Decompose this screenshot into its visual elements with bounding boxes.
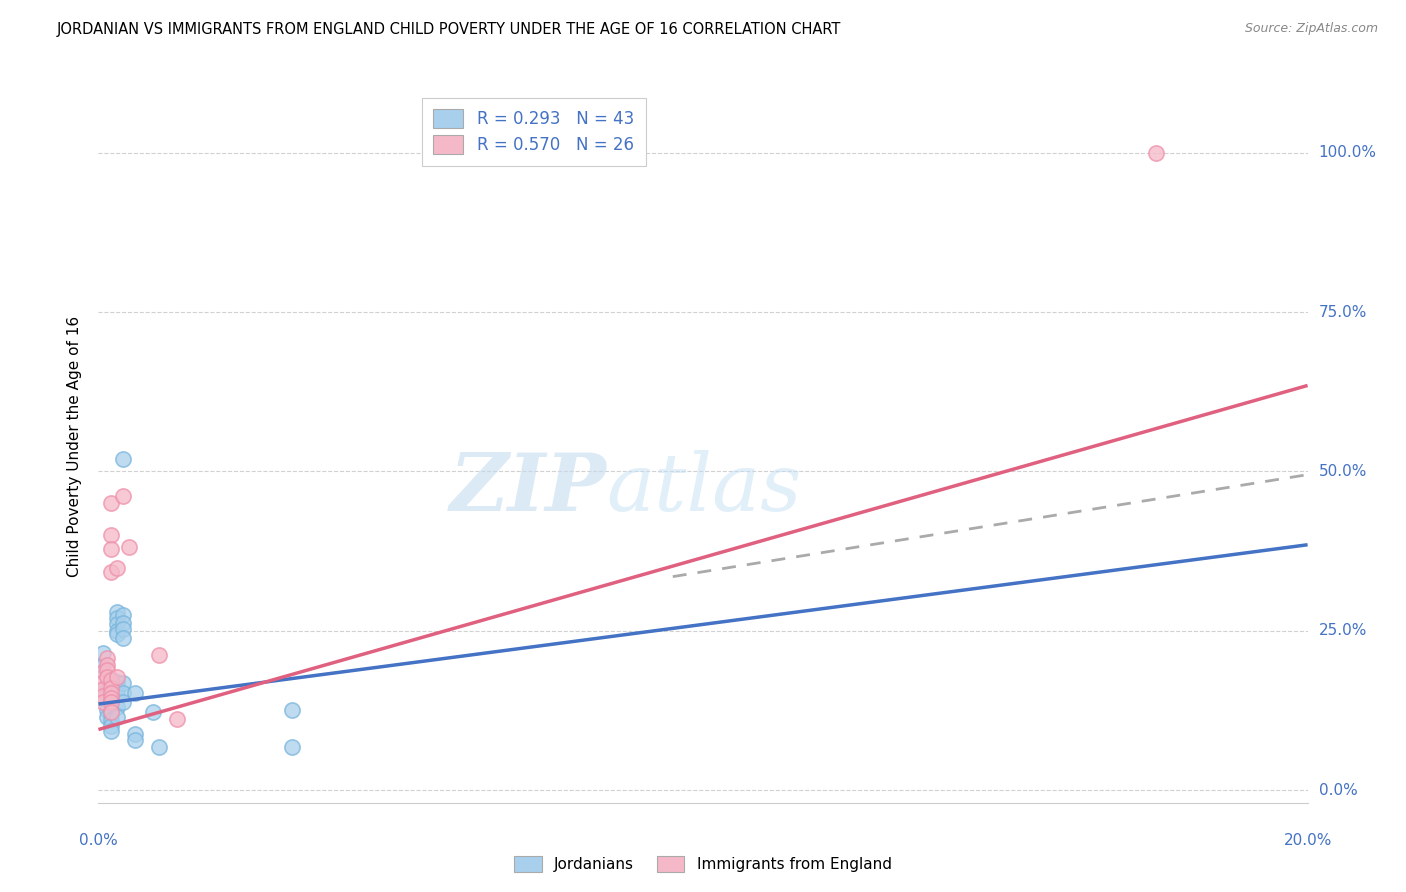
Point (100, 681, 122, 695)
Text: 25.0%: 25.0% (1319, 624, 1367, 639)
Point (100, 681, 122, 695)
Point (100, 690, 122, 705)
Point (96, 670, 118, 684)
Point (111, 489, 134, 503)
Point (96, 703, 118, 717)
Text: Source: ZipAtlas.com: Source: ZipAtlas.com (1244, 22, 1378, 36)
Point (91, 674, 114, 689)
Point (100, 706, 122, 720)
Point (105, 624, 128, 638)
Point (105, 688, 128, 702)
Point (166, 712, 188, 726)
Point (96, 710, 118, 724)
Point (111, 616, 134, 631)
Point (105, 611, 128, 625)
Point (100, 565, 122, 579)
Point (281, 703, 304, 717)
Point (281, 739, 304, 754)
Text: 50.0%: 50.0% (1319, 464, 1367, 479)
Point (118, 540, 141, 554)
Text: ZIP: ZIP (450, 450, 606, 527)
Point (105, 670, 128, 684)
Point (105, 700, 128, 714)
Point (96, 690, 118, 705)
Point (100, 703, 122, 717)
Point (142, 706, 165, 720)
Point (105, 710, 128, 724)
Point (91, 646, 114, 660)
Point (111, 607, 134, 622)
Legend: R = 0.293   N = 43, R = 0.570   N = 26: R = 0.293 N = 43, R = 0.570 N = 26 (422, 97, 645, 166)
Point (105, 561, 128, 575)
Point (105, 605, 128, 619)
Point (105, 681, 128, 695)
Point (96, 650, 118, 665)
Legend: Jordanians, Immigrants from England: Jordanians, Immigrants from England (506, 848, 900, 880)
Point (105, 674, 128, 689)
Point (148, 739, 170, 754)
Point (100, 706, 122, 721)
Point (100, 672, 122, 686)
Point (96, 657, 118, 672)
Text: atlas: atlas (606, 450, 801, 527)
Point (96, 678, 118, 692)
Point (100, 723, 122, 738)
Text: 0.0%: 0.0% (79, 833, 118, 848)
Point (100, 496, 122, 510)
Point (111, 451, 134, 466)
Text: 100.0%: 100.0% (1319, 145, 1376, 161)
Point (100, 697, 122, 711)
Point (100, 686, 122, 700)
Point (105, 627, 128, 641)
Point (100, 690, 122, 705)
Text: JORDANIAN VS IMMIGRANTS FROM ENGLAND CHILD POVERTY UNDER THE AGE OF 16 CORRELATI: JORDANIAN VS IMMIGRANTS FROM ENGLAND CHI… (56, 22, 841, 37)
Point (100, 695, 122, 709)
Point (105, 617, 128, 632)
Point (111, 695, 134, 709)
Point (91, 689, 114, 703)
Point (124, 686, 146, 700)
Point (100, 528, 122, 542)
Point (96, 663, 118, 677)
Text: 0.0%: 0.0% (1319, 782, 1357, 797)
Point (100, 713, 122, 727)
Point (100, 673, 122, 687)
Point (111, 676, 134, 690)
Point (148, 648, 170, 662)
Point (111, 632, 134, 646)
Text: 75.0%: 75.0% (1319, 305, 1367, 319)
Point (96, 684, 118, 698)
Point (91, 695, 114, 709)
Point (91, 682, 114, 697)
Point (111, 685, 134, 699)
Point (91, 658, 114, 673)
Point (100, 542, 122, 557)
Point (124, 733, 146, 747)
Point (100, 688, 122, 702)
Point (124, 727, 146, 741)
Point (91, 665, 114, 680)
Point (96, 697, 118, 711)
Point (111, 623, 134, 637)
Point (100, 719, 122, 733)
Point (1144, 145, 1167, 160)
Text: 20.0%: 20.0% (1284, 833, 1331, 848)
Y-axis label: Child Poverty Under the Age of 16: Child Poverty Under the Age of 16 (67, 316, 83, 576)
